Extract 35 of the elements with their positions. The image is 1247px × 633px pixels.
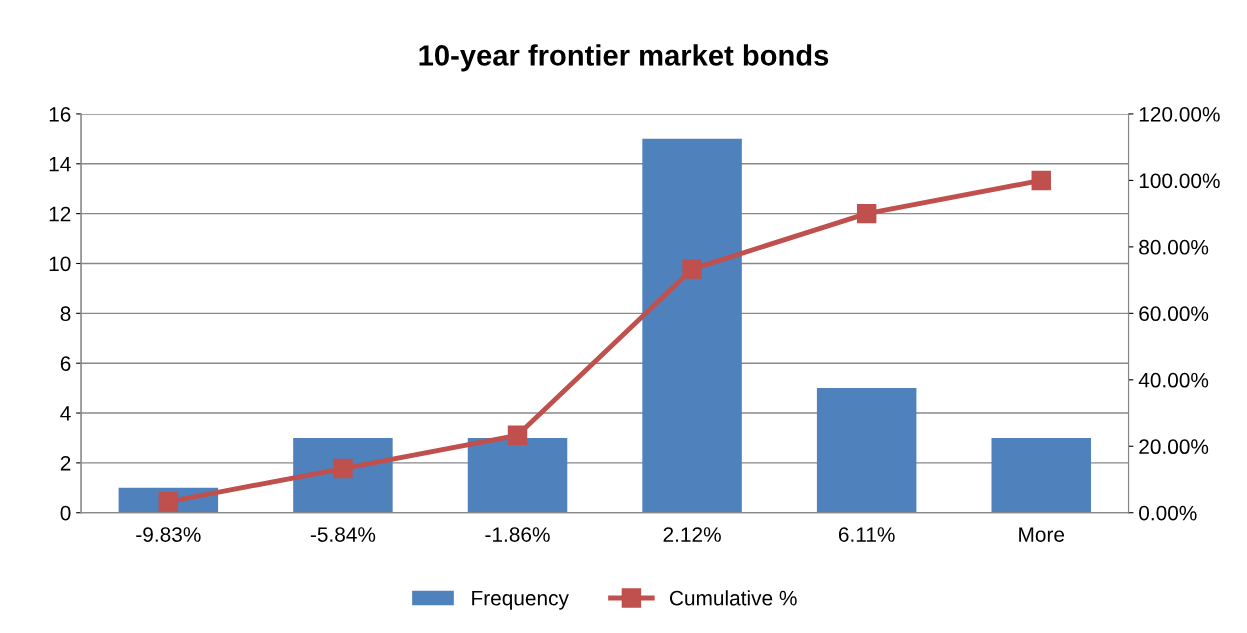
y-tick-label: 6 [60,356,71,371]
y-tick-label: 0 [60,505,71,521]
y-tick-label: 12 [49,206,71,222]
x-tick-label: -5.84% [310,527,376,542]
y-tick-label: 4 [60,406,71,421]
y2-tick-label: 100.00% [1139,173,1220,189]
y-tick-label: 14 [49,157,71,172]
bar [991,437,1091,513]
y-tick-label: 10 [49,256,71,272]
x-tick-label: More [1019,527,1065,542]
x-tick-label: 6.11% [838,527,895,542]
y2-tick-label: 80.00% [1139,239,1209,255]
legend-label: Cumulative % [669,590,797,606]
y-tick-label: 16 [49,106,71,122]
point [856,203,877,224]
point [682,259,702,279]
point [158,492,179,512]
point [1031,170,1051,191]
legend-label: Frequency [472,590,569,610]
x-tick-label: 2.12% [663,527,721,542]
x-tick-label: -1.86% [485,527,550,542]
y2-tick-label: 0.00% [1139,505,1197,521]
bar [816,388,917,513]
x-tick-label: -9.83% [136,527,201,542]
chart-title: 10-year frontier market bonds [419,44,829,72]
y-tick-label: 8 [60,306,71,322]
y-tick-label: 2 [60,455,71,471]
bar [467,437,568,513]
bar [642,138,742,513]
point [333,458,353,479]
point [507,425,528,446]
y2-tick-label: 60.00% [1139,306,1209,322]
y2-tick-label: 40.00% [1138,372,1209,388]
y2-tick-label: 120.00% [1139,106,1220,122]
y2-tick-label: 20.00% [1139,439,1209,455]
